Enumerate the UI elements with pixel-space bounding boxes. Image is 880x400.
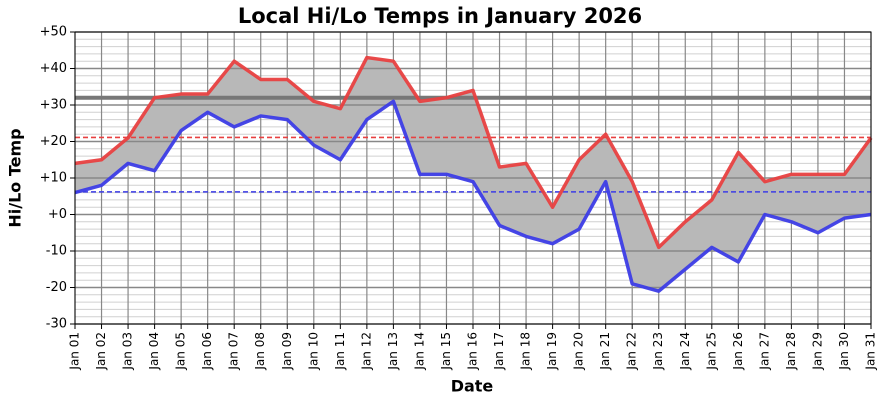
x-tick-label: Jan 26 <box>731 332 745 371</box>
y-tick-label: +0 <box>48 207 67 222</box>
y-tick-label: -20 <box>46 280 67 295</box>
plot-frame <box>74 31 872 325</box>
x-tick-label: Jan 01 <box>68 332 82 371</box>
x-tick-label: Jan 28 <box>784 332 798 371</box>
x-tick-label: Jan 29 <box>810 332 824 371</box>
x-tick-label: Jan 18 <box>519 332 533 371</box>
x-tick-label: Jan 04 <box>147 332 161 371</box>
range-fill <box>75 57 871 292</box>
x-tick-label: Jan 31 <box>864 332 878 371</box>
y-axis-label: Hi/Lo Temp <box>6 128 25 227</box>
x-axis-label: Date <box>451 377 494 396</box>
x-tick-label: Jan 14 <box>412 332 426 371</box>
y-tick-label: +40 <box>40 61 67 76</box>
x-tick-label: Jan 10 <box>306 332 320 371</box>
x-tick-label: Jan 07 <box>227 332 241 371</box>
y-tick-label: +50 <box>40 25 67 40</box>
x-tick-label: Jan 23 <box>651 332 665 371</box>
y-tick-label: +30 <box>40 98 67 113</box>
x-tick-label: Jan 08 <box>253 332 267 371</box>
x-tick-label: Jan 13 <box>386 332 400 371</box>
x-tick-label: Jan 11 <box>333 332 347 371</box>
x-tick-label: Jan 20 <box>572 332 586 371</box>
x-tick-label: Jan 09 <box>280 332 294 371</box>
x-tick-label: Jan 06 <box>200 332 214 371</box>
series-line <box>74 55 873 250</box>
x-tick-label: Jan 19 <box>545 332 559 371</box>
chart-title: Local Hi/Lo Temps in January 2026 <box>238 4 642 28</box>
y-tick-label: -30 <box>46 317 67 332</box>
x-tick-label: Jan 30 <box>837 332 851 371</box>
x-tick-label: Jan 03 <box>121 332 135 371</box>
x-tick-label: Jan 24 <box>678 332 692 371</box>
y-tick-label: +10 <box>40 171 67 186</box>
x-tick-label: Jan 17 <box>492 332 506 371</box>
y-tick-label: -10 <box>46 244 67 259</box>
x-tick-label: Jan 12 <box>359 332 373 371</box>
series-line <box>74 99 872 293</box>
x-tick-label: Jan 21 <box>598 332 612 371</box>
x-tick-label: Jan 27 <box>757 332 771 371</box>
x-tick-label: Jan 16 <box>466 332 480 371</box>
x-tick-label: Jan 05 <box>174 332 188 371</box>
x-tick-label: Jan 25 <box>704 332 718 371</box>
y-tick-label: +20 <box>40 134 67 149</box>
x-tick-label: Jan 15 <box>439 332 453 371</box>
x-tick-label: Jan 22 <box>625 332 639 371</box>
x-tick-label: Jan 02 <box>94 332 108 371</box>
